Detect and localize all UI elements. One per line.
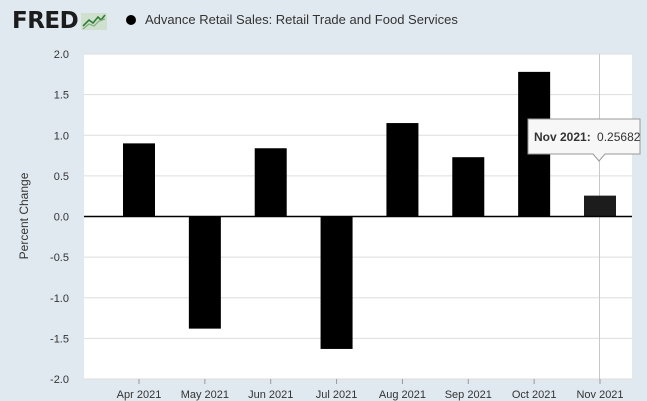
x-tick-label: Sep 2021 — [445, 389, 492, 401]
svg-text:Nov 2021: 0.25682: Nov 2021: 0.25682 — [534, 130, 641, 144]
y-tick-label: 1.0 — [54, 130, 69, 142]
logo-text: FRED — [12, 8, 79, 34]
y-tick-label: 1.5 — [54, 90, 69, 102]
tooltip-value: 0.25682 — [597, 130, 641, 144]
x-tick-label: Oct 2021 — [512, 389, 557, 401]
tooltip: Nov 2021: 0.25682 — [527, 118, 641, 162]
y-tick-labels: 2.0 1.5 1.0 0.5 0.0 -0.5 -1.0 -1.5 -2.0 — [50, 49, 69, 386]
bar[interactable] — [123, 143, 155, 217]
x-tick-labels: Apr 2021 May 2021 Jun 2021 Jul 2021 Aug 2021… — [117, 379, 624, 401]
bar[interactable] — [188, 216, 221, 329]
bar[interactable] — [452, 157, 485, 217]
bars — [123, 71, 616, 349]
y-tick-label: 2.0 — [54, 49, 69, 61]
y-tick-label: 0.5 — [54, 171, 69, 183]
x-tick-label: Nov 2021 — [576, 389, 623, 401]
x-tick-label: Aug 2021 — [379, 389, 426, 401]
bar[interactable] — [584, 195, 616, 217]
y-axis-label: Percent Change — [17, 172, 31, 259]
bar[interactable] — [320, 216, 353, 349]
chart-line-icon — [81, 13, 108, 30]
y-tick-label: -1.0 — [50, 293, 69, 305]
x-tick-label: May 2021 — [181, 389, 229, 401]
x-tick-label: Jul 2021 — [316, 389, 358, 401]
tooltip-label: Nov 2021: — [534, 130, 591, 144]
fred-logo[interactable]: FRED — [12, 6, 108, 36]
y-tick-label: 0.0 — [54, 212, 69, 224]
legend[interactable]: Advance Retail Sales: Retail Trade and F… — [126, 12, 458, 27]
y-tick-label: -1.5 — [50, 333, 69, 345]
bar[interactable] — [254, 148, 287, 217]
tooltip-box — [527, 118, 641, 162]
x-tick-label: Apr 2021 — [117, 389, 162, 401]
bar[interactable] — [386, 123, 419, 217]
y-tick-label: -2.0 — [50, 374, 69, 386]
chart-header: FRED Advance Retail Sales: Retail Trade … — [0, 0, 647, 42]
x-tick-label: Jun 2021 — [248, 389, 293, 401]
y-tick-label: -0.5 — [50, 252, 69, 264]
legend-label: Advance Retail Sales: Retail Trade and F… — [145, 12, 458, 27]
legend-marker-icon — [126, 14, 136, 25]
